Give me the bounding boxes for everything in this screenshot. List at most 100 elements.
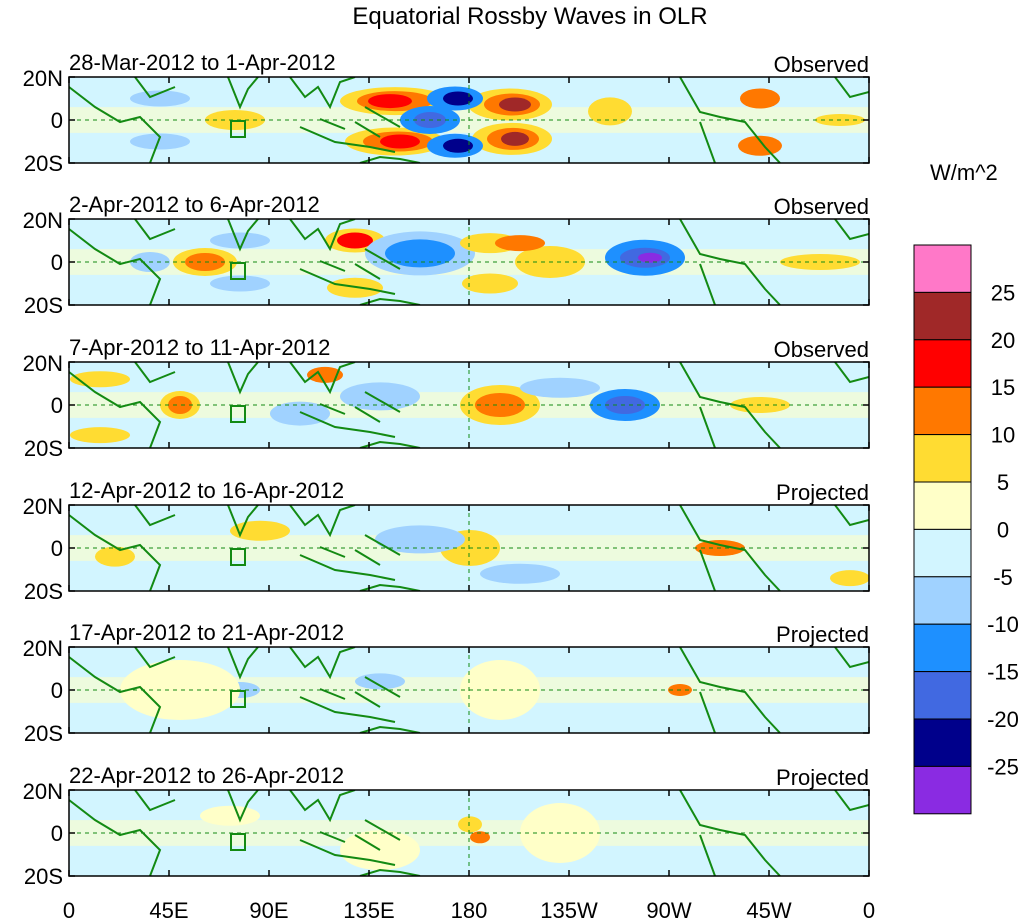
anomaly-contour [475,393,525,417]
panel-status-label: Observed [774,337,869,362]
map-panel: 2-Apr-2012 to 6-Apr-2012 Observed 20N 0 20S [23,192,870,318]
anomaly-contour [443,91,473,106]
longitude-tick-label: 90W [646,898,691,922]
colorbar-swatch [913,718,972,767]
map-panels: 28-Mar-2012 to 1-Apr-2012 Observed 20N 0 20S… [23,50,870,889]
colorbar-label: 10 [991,423,1015,448]
colorbar-label: 0 [997,517,1009,542]
anomaly-contour [470,831,490,844]
colorbar-swatch [913,528,972,578]
anomaly-contour [200,805,260,826]
latitude-tick-label: 20S [24,436,63,461]
map-panel: 28-Mar-2012 to 1-Apr-2012 Observed 20N 0 20S [23,50,870,176]
anomaly-contour [462,273,518,294]
anomaly-contour [307,366,343,383]
latitude-tick-label: 20N [23,494,63,519]
anomaly-contour [380,134,420,149]
colorbar-label: 20 [991,328,1015,353]
figure-title: Equatorial Rossby Waves in OLR [352,3,707,30]
latitude-tick-label: 20S [24,579,63,604]
colorbar-swatch [913,623,972,673]
coastline [69,219,869,305]
panel-status-label: Projected [776,622,869,647]
panel-period-label: 17-Apr-2012 to 21-Apr-2012 [69,620,344,645]
anomaly-contour [270,401,330,426]
anomaly-contour [385,239,455,268]
longitude-tick-label: 45W [746,898,791,922]
longitude-tick-label: 180 [451,898,488,922]
map-panel: 22-Apr-2012 to 26-Apr-2012 Projected 20N 0 2… [23,763,870,889]
latitude-tick-label: 0 [51,393,63,418]
colorbar-swatch [913,576,972,625]
colorbar: 25 20 15 10 5 0 -5 -10 -15 -20 -25 [913,244,1019,815]
coastline [69,362,869,448]
anomaly-contour [95,546,135,567]
anomaly-contour [458,816,482,833]
panel-status-label: Projected [776,765,869,790]
colorbar-swatch [913,339,972,388]
colorbar-label: 25 [991,280,1015,305]
longitude-tick-label: 135E [343,898,394,922]
latitude-tick-label: 0 [51,536,63,561]
panel-period-label: 28-Mar-2012 to 1-Apr-2012 [69,50,336,75]
coastline [69,77,869,163]
longitude-tick-label: 0 [63,898,75,922]
colorbar-label: 15 [991,375,1015,400]
panel-status-label: Projected [776,480,869,505]
colorbar-label: 5 [997,470,1009,495]
latitude-tick-label: 0 [51,678,63,703]
latitude-tick-label: 20N [23,779,63,804]
latitude-tick-label: 0 [51,821,63,846]
coastline [69,790,869,876]
colorbar-label: -25 [987,754,1019,779]
map-panel: 12-Apr-2012 to 16-Apr-2012 Projected 20N 0 2… [23,478,870,604]
anomaly-contour [168,396,192,414]
anomaly-contour [337,232,373,249]
anomaly-contour [443,138,473,153]
anomaly-contour [355,673,405,690]
anomaly-contour [368,94,412,109]
longitude-tick-label: 0 [863,898,875,922]
longitude-axis: 0 45E 90E 135E 180 135W 90W 45W 0 [63,898,875,922]
anomaly-contour [340,382,420,411]
latitude-tick-label: 20N [23,636,63,661]
latitude-tick-label: 20S [24,151,63,176]
latitude-tick-label: 20S [24,293,63,318]
colorbar-label: -15 [987,660,1019,685]
coastline [69,505,869,591]
colorbar-label: -5 [993,565,1013,590]
panel-status-label: Observed [774,52,869,77]
coastline [69,647,869,733]
anomaly-contour [375,525,465,554]
colorbar-swatch [913,386,972,436]
colorbar-label: -10 [987,612,1019,637]
anomaly-contour [460,660,540,720]
anomaly-contour [501,131,529,146]
longitude-tick-label: 90E [249,898,288,922]
anomaly-contour [738,135,782,156]
latitude-tick-label: 20N [23,208,63,233]
colorbar-swatch [913,671,972,720]
colorbar-swatch [913,434,972,483]
anomaly-contour [130,90,190,107]
latitude-tick-label: 20N [23,351,63,376]
panel-status-label: Observed [774,194,869,219]
units-label: W/m^2 [930,160,998,185]
panel-period-label: 2-Apr-2012 to 6-Apr-2012 [69,192,320,217]
panel-period-label: 22-Apr-2012 to 26-Apr-2012 [69,763,344,788]
panel-period-label: 7-Apr-2012 to 11-Apr-2012 [69,335,330,360]
map-panel: 7-Apr-2012 to 11-Apr-2012 Observed 20N 0 20S [23,335,870,461]
latitude-tick-label: 20S [24,721,63,746]
latitude-tick-label: 20S [24,864,63,889]
anomaly-contour [588,97,632,126]
colorbar-swatch [913,765,972,815]
colorbar-swatch [913,481,972,530]
longitude-tick-label: 45E [149,898,188,922]
panel-period-label: 12-Apr-2012 to 16-Apr-2012 [69,478,344,503]
latitude-tick-label: 0 [51,108,63,133]
anomaly-contour [340,830,420,871]
anomaly-contour [210,232,270,249]
latitude-tick-label: 0 [51,250,63,275]
anomaly-contour [780,254,860,270]
colorbar-swatch [913,291,972,341]
